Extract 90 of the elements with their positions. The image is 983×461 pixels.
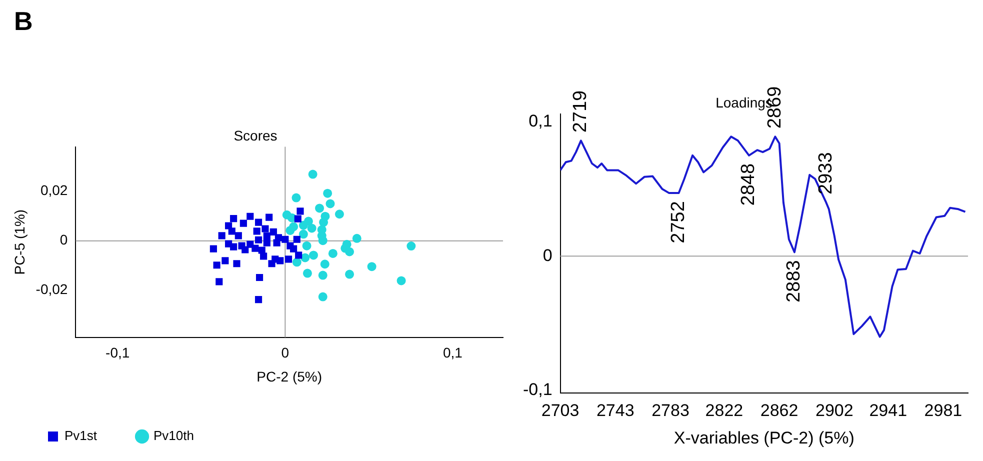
point: [345, 270, 354, 279]
point: [302, 268, 312, 278]
point: [276, 257, 284, 264]
point: [242, 246, 249, 254]
point: [256, 274, 264, 282]
point: [222, 257, 229, 264]
point: [254, 236, 262, 244]
point: [253, 228, 260, 235]
point: [252, 244, 259, 252]
point: [290, 245, 298, 252]
point: [284, 256, 292, 263]
point: [345, 247, 354, 256]
point: [282, 236, 289, 243]
point: [266, 214, 273, 221]
annotation: 2848: [738, 163, 760, 206]
point: [319, 218, 328, 227]
x-axis-title: PC-2 (5%): [256, 368, 322, 384]
point: [228, 228, 236, 235]
point: [367, 262, 376, 272]
annotation: 2752: [668, 201, 689, 244]
point: [323, 188, 332, 198]
point: [254, 218, 262, 226]
point: [328, 248, 338, 258]
point: [326, 199, 335, 208]
x-tick-label: 2783: [652, 401, 690, 420]
x-axis-title: X-variables (PC-2) (5%): [674, 428, 854, 448]
x-tick-label: 2743: [596, 401, 634, 420]
y-tick-label: -0,02: [36, 281, 68, 298]
point: [213, 262, 220, 269]
point: [334, 210, 344, 219]
x-tick-label: 0: [281, 344, 290, 361]
point: [216, 278, 223, 286]
point: [218, 232, 226, 240]
point: [296, 208, 304, 215]
x-tick-label: 2941: [869, 401, 908, 420]
point: [230, 243, 238, 250]
text: B: [14, 6, 33, 37]
point: [298, 230, 308, 239]
point: [263, 232, 270, 240]
point: [320, 260, 330, 269]
annotation: 2719: [570, 90, 592, 133]
point: [262, 225, 269, 232]
point: [230, 215, 238, 222]
x-tick-label: 2703: [541, 401, 580, 420]
x-tick-label: 2862: [760, 401, 798, 420]
point: [294, 215, 302, 222]
point: [318, 270, 328, 280]
point: [308, 170, 318, 179]
point: [260, 252, 268, 260]
point: [292, 193, 301, 202]
point: [406, 242, 416, 251]
point: [234, 232, 242, 240]
point: [318, 292, 328, 302]
point: [352, 234, 362, 243]
x-tick-label: 0,1: [442, 344, 463, 361]
point: [318, 236, 328, 246]
point: [233, 260, 240, 268]
point: [396, 276, 406, 286]
point: [315, 204, 324, 213]
x-tick-label: 2981: [924, 401, 962, 420]
y-tick-label: 0,1: [528, 112, 552, 131]
point: [254, 296, 262, 304]
point: [286, 226, 295, 235]
point: [246, 212, 254, 220]
point: [307, 224, 316, 233]
point: [292, 258, 302, 267]
legend-label: Pv10th: [154, 428, 194, 444]
annotation: 2933: [815, 152, 836, 194]
point: [300, 253, 310, 262]
point: [210, 245, 217, 252]
y-tick-label: 0: [60, 232, 68, 248]
x-tick-label: -0,1: [106, 344, 130, 361]
chart-title: Scores: [234, 127, 278, 144]
legend-label: Pv1st: [64, 428, 98, 444]
y-tick-label: -0,1: [522, 380, 552, 400]
x-tick-label: 2902: [815, 401, 854, 420]
point: [240, 220, 247, 227]
y-axis-title: PC-5 (1%): [11, 209, 28, 275]
point: [308, 250, 318, 260]
point: [263, 239, 270, 246]
point: [302, 241, 312, 250]
point: [268, 260, 276, 268]
y-tick-label: 0,02: [40, 182, 68, 198]
y-tick-label: 0: [542, 246, 552, 265]
point: [273, 239, 280, 246]
annotation: 2883: [784, 260, 805, 302]
point: [293, 236, 300, 243]
point: [295, 252, 302, 259]
point: [298, 220, 308, 230]
x-tick-label: 2822: [705, 401, 744, 420]
